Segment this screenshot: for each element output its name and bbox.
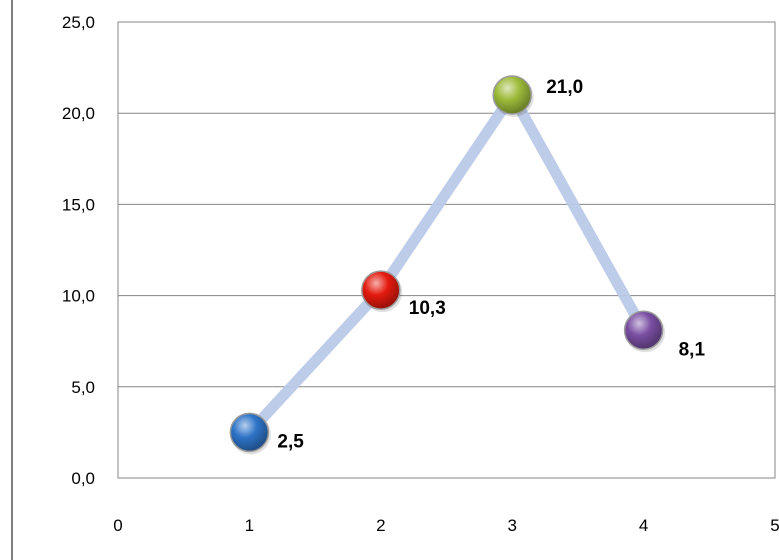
plot-area-border — [117, 21, 776, 479]
x-tick-label: 3 — [507, 516, 516, 535]
y-tick-label: 5,0 — [71, 378, 95, 397]
x-tick-label: 0 — [113, 516, 122, 535]
y-tick-label: 20,0 — [62, 104, 95, 123]
y-tick-label: 10,0 — [62, 287, 95, 306]
data-point-marker — [492, 75, 532, 115]
y-tick-label: 25,0 — [62, 13, 95, 32]
x-axis-ticks: 0 1 2 3 4 5 — [113, 516, 779, 535]
series-line — [243, 89, 650, 438]
y-tick-label: 15,0 — [62, 195, 95, 214]
data-point-marker — [623, 310, 664, 351]
data-label: 2,5 — [277, 431, 304, 452]
series — [229, 75, 666, 455]
x-tick-label: 5 — [770, 516, 779, 535]
y-tick-label: 0,0 — [71, 469, 95, 488]
x-tick-label: 4 — [639, 516, 648, 535]
y-axis-ticks: 0,0 5,0 10,0 15,0 20,0 25,0 — [62, 13, 95, 488]
data-label: 21,0 — [546, 77, 583, 98]
data-labels: 2,5 10,3 21,0 8,1 — [277, 77, 705, 452]
x-tick-label: 2 — [376, 516, 385, 535]
gridlines — [118, 21, 775, 479]
data-point-marker — [229, 412, 270, 453]
data-label: 10,3 — [409, 298, 446, 319]
x-tick-label: 1 — [245, 516, 254, 535]
data-label: 8,1 — [679, 339, 706, 360]
data-point-marker — [361, 270, 401, 310]
